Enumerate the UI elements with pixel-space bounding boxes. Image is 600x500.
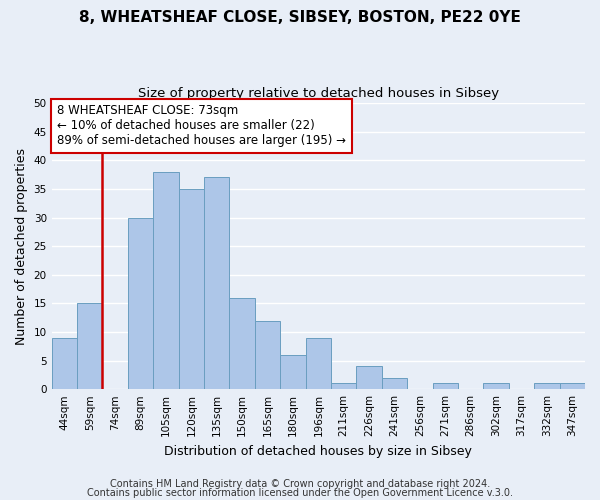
Bar xyxy=(179,189,204,389)
Bar xyxy=(382,378,407,389)
Title: Size of property relative to detached houses in Sibsey: Size of property relative to detached ho… xyxy=(138,88,499,101)
Bar xyxy=(128,218,153,389)
Bar xyxy=(356,366,382,389)
Text: Contains HM Land Registry data © Crown copyright and database right 2024.: Contains HM Land Registry data © Crown c… xyxy=(110,479,490,489)
Bar xyxy=(534,384,560,389)
Bar xyxy=(331,384,356,389)
Bar xyxy=(305,338,331,389)
Bar xyxy=(433,384,458,389)
Bar xyxy=(229,298,255,389)
Bar xyxy=(560,384,585,389)
Bar xyxy=(204,178,229,389)
Bar xyxy=(255,320,280,389)
Bar xyxy=(77,304,103,389)
Text: Contains public sector information licensed under the Open Government Licence v.: Contains public sector information licen… xyxy=(87,488,513,498)
Bar xyxy=(153,172,179,389)
Text: 8, WHEATSHEAF CLOSE, SIBSEY, BOSTON, PE22 0YE: 8, WHEATSHEAF CLOSE, SIBSEY, BOSTON, PE2… xyxy=(79,10,521,25)
Bar xyxy=(484,384,509,389)
X-axis label: Distribution of detached houses by size in Sibsey: Distribution of detached houses by size … xyxy=(164,444,472,458)
Bar xyxy=(280,355,305,389)
Y-axis label: Number of detached properties: Number of detached properties xyxy=(15,148,28,344)
Text: 8 WHEATSHEAF CLOSE: 73sqm
← 10% of detached houses are smaller (22)
89% of semi-: 8 WHEATSHEAF CLOSE: 73sqm ← 10% of detac… xyxy=(57,104,346,148)
Bar xyxy=(52,338,77,389)
